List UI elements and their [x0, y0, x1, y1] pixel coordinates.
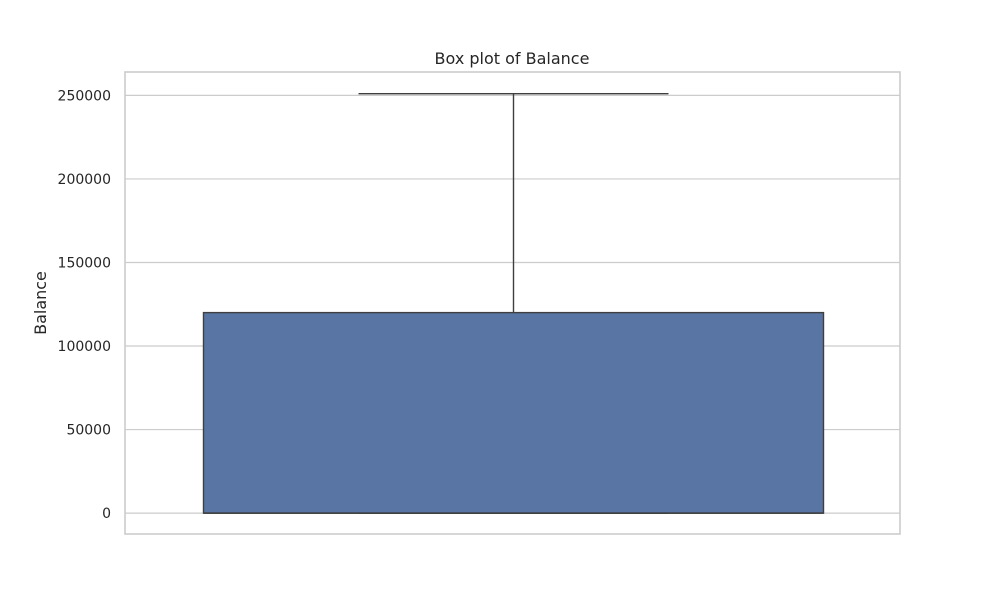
y-tick-label: 100000 — [58, 339, 111, 355]
box-plot — [202, 93, 825, 514]
y-tick-label: 150000 — [58, 255, 111, 271]
y-tick-label: 200000 — [58, 172, 111, 188]
y-axis-label: Balance — [31, 271, 50, 335]
chart-title: Box plot of Balance — [435, 49, 590, 68]
y-axis-ticks: 0 50000 100000 150000 200000 250000 — [58, 88, 111, 522]
y-tick-label: 50000 — [66, 423, 111, 439]
y-tick-label: 250000 — [58, 88, 111, 104]
y-tick-label: 0 — [102, 506, 111, 522]
interquartile-box — [202, 311, 825, 514]
plot-frame — [124, 71, 901, 535]
